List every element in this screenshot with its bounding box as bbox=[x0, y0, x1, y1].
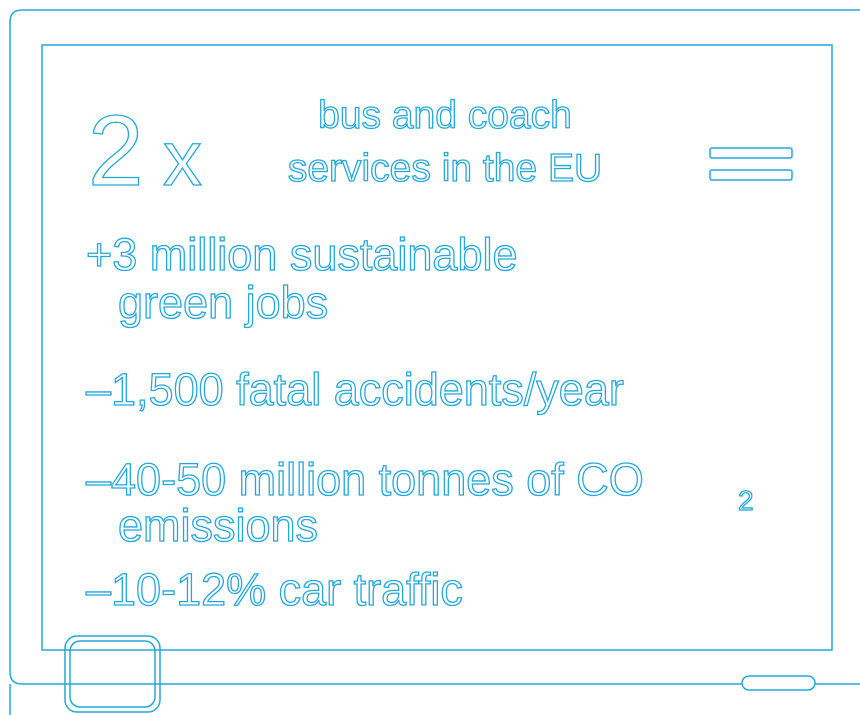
inner-board bbox=[41, 44, 833, 651]
chalk-tray bbox=[64, 635, 161, 713]
chalk-tray-inner bbox=[69, 640, 156, 708]
item-line: –40-50 million tonnes of CO bbox=[86, 454, 644, 505]
times: x bbox=[163, 114, 202, 202]
headline-line: services in the EU bbox=[288, 147, 602, 190]
item-line: green jobs bbox=[118, 277, 328, 328]
equals-bar bbox=[709, 147, 793, 159]
equals-bar bbox=[709, 169, 793, 181]
item-line: –1,500 fatal accidents/year bbox=[86, 364, 624, 415]
item-line: emissions bbox=[118, 500, 318, 551]
multiplier: 2 bbox=[88, 95, 144, 207]
subscript: 2 bbox=[738, 485, 754, 516]
item-line: –10-12% car traffic bbox=[86, 564, 463, 615]
headline-line: bus and coach bbox=[318, 94, 572, 137]
outer-frame bbox=[9, 9, 860, 685]
item-line: +3 million sustainable bbox=[86, 229, 518, 280]
handle bbox=[741, 675, 816, 691]
